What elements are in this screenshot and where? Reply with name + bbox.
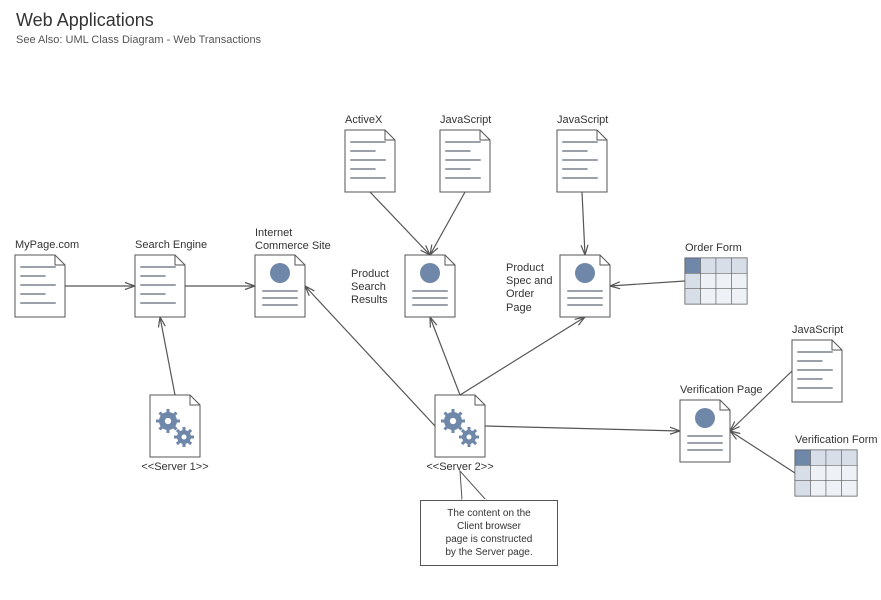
node-label-verform: Verification Form [795,434,878,447]
note-box: The content on the Client browser page i… [420,500,558,566]
node-label-search: Search Engine [135,239,207,252]
node-label-speco: Product Spec and Order Page [506,262,552,315]
node-label-js3: JavaScript [792,324,843,337]
diagram-canvas: Web Applications See Also: UML Class Dia… [0,0,881,600]
node-label-js1: JavaScript [440,114,491,127]
node-label-activex: ActiveX [345,114,382,127]
node-label-orderform: Order Form [685,242,742,255]
page-subtitle: See Also: UML Class Diagram - Web Transa… [16,34,261,46]
node-label-server2: <<Server 2>> [425,461,495,473]
node-label-verify: Verification Page [680,384,763,397]
node-label-js2: JavaScript [557,114,608,127]
page-title: Web Applications [16,10,154,31]
node-label-mypage: MyPage.com [15,239,79,252]
node-label-commerce: Internet Commerce Site [255,227,331,253]
node-label-server1: <<Server 1>> [140,461,210,473]
node-label-results: Product Search Results [351,268,389,308]
